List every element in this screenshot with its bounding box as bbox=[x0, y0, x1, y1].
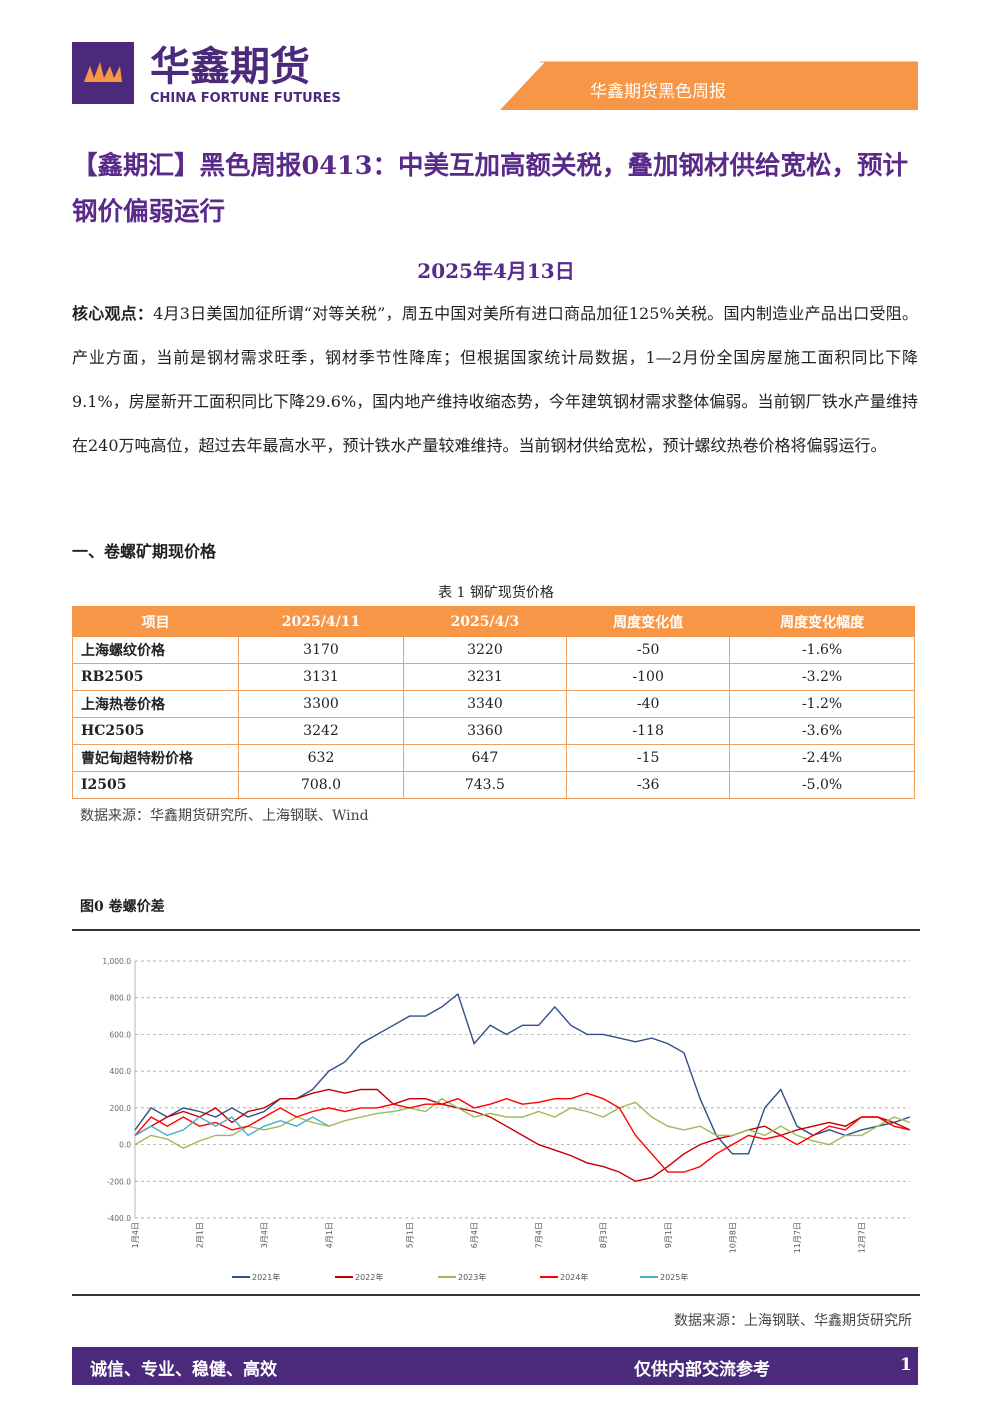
x-tick-label: 3月4日 bbox=[260, 1222, 269, 1248]
x-tick-label: 2月1日 bbox=[196, 1222, 205, 1248]
table-cell: 647 bbox=[402, 744, 568, 772]
table-caption: 表 1 钢矿现货价格 bbox=[438, 585, 554, 601]
series-line bbox=[134, 1092, 911, 1173]
logo-subtext: CHINA FORTUNE FUTURES bbox=[150, 91, 341, 106]
x-tick-label: 11月7日 bbox=[793, 1222, 802, 1253]
table-row: RB2505 3131 3231 -100 -3.2% bbox=[71, 663, 915, 691]
table-cell: -118 bbox=[566, 717, 731, 745]
title: 【鑫期汇】黑色周报0413：中美互加高额关税，叠加钢材供给宽松，预计钢价偏弱运行 bbox=[72, 151, 908, 227]
table-cell: HC2505 bbox=[71, 717, 240, 745]
table-header-cell: 周度变化值 bbox=[566, 606, 731, 637]
table-cell: 3220 bbox=[402, 636, 568, 664]
table-cell: 3300 bbox=[238, 690, 404, 718]
table-cell: -36 bbox=[566, 771, 731, 799]
x-tick-label: 6月4日 bbox=[470, 1222, 479, 1248]
table-cell: 708.0 bbox=[238, 771, 404, 799]
series-line bbox=[134, 1097, 911, 1149]
table-cell: 曹妃甸超特粉价格 bbox=[71, 744, 240, 772]
table-cell: 3242 bbox=[238, 717, 404, 745]
table-cell: -100 bbox=[566, 663, 731, 691]
x-tick-label: 12月7日 bbox=[858, 1222, 867, 1253]
logo-text: 华鑫期货 bbox=[150, 44, 310, 90]
price-table: 项目 2025/4/11 2025/4/3 周度变化值 周度变化幅度 上海螺纹价格 3170… bbox=[71, 606, 915, 799]
y-tick-label: 200.0 bbox=[110, 1104, 132, 1113]
y-tick-label: 1,000.0 bbox=[102, 957, 131, 966]
banner bbox=[500, 62, 918, 110]
legend-label: 2022年 bbox=[355, 1272, 383, 1282]
figure-title: 图0 卷螺价差 bbox=[80, 899, 165, 915]
logo-mark bbox=[72, 42, 134, 104]
legend-label: 2025年 bbox=[660, 1272, 688, 1282]
x-tick-label: 5月1日 bbox=[405, 1222, 414, 1248]
y-tick-label: -400.0 bbox=[107, 1214, 131, 1223]
y-tick-label: 600.0 bbox=[110, 1030, 132, 1039]
legend-label: 2023年 bbox=[458, 1272, 486, 1282]
y-tick-label: 400.0 bbox=[110, 1067, 132, 1076]
table-cell: 3170 bbox=[238, 636, 404, 664]
legend-label: 2021年 bbox=[252, 1272, 280, 1282]
table-cell: -15 bbox=[566, 744, 731, 772]
footer: 诚信、专业、稳健、高效 仅供内部交流参考 1 bbox=[72, 1347, 918, 1385]
table-cell: 743.5 bbox=[402, 771, 568, 799]
table-cell: 3231 bbox=[402, 663, 568, 691]
series-line bbox=[134, 1088, 911, 1183]
x-tick-label: 7月4日 bbox=[535, 1222, 544, 1248]
header: 华鑫期货 CHINA FORTUNE FUTURES 华鑫期货黑色周报 bbox=[72, 42, 918, 110]
table-cell: -1.2% bbox=[729, 690, 915, 718]
table-row: 曹妃甸超特粉价格 632 647 -15 -2.4% bbox=[71, 744, 915, 772]
banner-text: 华鑫期货黑色周报 bbox=[590, 82, 726, 102]
table-source: 数据来源：华鑫期货研究所、上海钢联、Wind bbox=[80, 808, 369, 824]
table-cell: 632 bbox=[238, 744, 404, 772]
legend-label: 2024年 bbox=[560, 1272, 588, 1282]
table-row: HC2505 3242 3360 -118 -3.6% bbox=[71, 717, 915, 745]
x-tick-label: 1月4日 bbox=[131, 1222, 140, 1248]
footer-motto: 诚信、专业、稳健、高效 bbox=[90, 1360, 277, 1380]
y-tick-label: 800.0 bbox=[110, 994, 132, 1003]
series-line bbox=[134, 1116, 330, 1137]
table-cell: RB2505 bbox=[71, 663, 240, 691]
table-header-cell: 2025/4/11 bbox=[238, 606, 404, 637]
chart: -400.0 -200.0 0.0 200.0 400.0 600.0 800.0 1,000… bbox=[72, 929, 920, 1296]
table-cell: I2505 bbox=[71, 771, 240, 799]
table-cell: -1.6% bbox=[729, 636, 915, 664]
x-tick-label: 4月1日 bbox=[325, 1222, 334, 1248]
table-cell: 上海热卷价格 bbox=[71, 690, 240, 718]
date: 2025年4月13日 bbox=[417, 259, 575, 283]
table-cell: -5.0% bbox=[729, 771, 915, 799]
table-header-cell: 项目 bbox=[71, 606, 240, 637]
y-tick-label: 0.0 bbox=[119, 1141, 131, 1150]
series-line bbox=[134, 992, 911, 1155]
table-row: 上海螺纹价格 3170 3220 -50 -1.6% bbox=[71, 636, 915, 664]
table-cell: 3340 bbox=[402, 690, 568, 718]
summary-text: 4月3日美国加征所谓“对等关税”，周五中国对美所有进口商品加征125%关税。国内… bbox=[72, 304, 918, 455]
x-tick-label: 8月3日 bbox=[599, 1222, 608, 1248]
table-cell: -3.6% bbox=[729, 717, 915, 745]
table-cell: 3360 bbox=[402, 717, 568, 745]
table-cell: -2.4% bbox=[729, 744, 915, 772]
x-tick-label: 10月8日 bbox=[728, 1222, 737, 1253]
table-header-cell: 周度变化幅度 bbox=[729, 606, 915, 637]
section-heading: 一、卷螺矿期现价格 bbox=[72, 542, 217, 561]
summary-label: 核心观点： bbox=[72, 304, 154, 323]
table-row: I2505 708.0 743.5 -36 -5.0% bbox=[71, 771, 915, 799]
table-cell: 3131 bbox=[238, 663, 404, 691]
table-header-cell: 2025/4/3 bbox=[402, 606, 568, 637]
figure-source: 数据来源：上海钢联、华鑫期货研究所 bbox=[674, 1313, 912, 1329]
page-number: 1 bbox=[900, 1355, 912, 1375]
y-tick-label: -200.0 bbox=[107, 1177, 131, 1186]
table-row: 上海热卷价格 3300 3340 -40 -1.2% bbox=[71, 690, 915, 718]
x-tick-label: 9月1日 bbox=[664, 1222, 673, 1248]
logo-icon bbox=[84, 62, 122, 82]
table-cell: -3.2% bbox=[729, 663, 915, 691]
table-cell: -40 bbox=[566, 690, 731, 718]
footer-note: 仅供内部交流参考 bbox=[634, 1360, 770, 1380]
table-cell: -50 bbox=[566, 636, 731, 664]
table-cell: 上海螺纹价格 bbox=[71, 636, 240, 664]
summary: 核心观点：4月3日美国加征所谓“对等关税”，周五中国对美所有进口商品加征125%… bbox=[72, 292, 918, 468]
